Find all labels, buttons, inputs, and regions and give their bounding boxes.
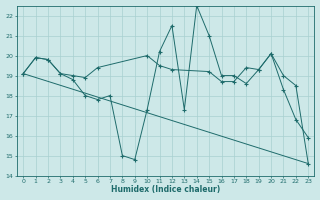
- X-axis label: Humidex (Indice chaleur): Humidex (Indice chaleur): [111, 185, 220, 194]
